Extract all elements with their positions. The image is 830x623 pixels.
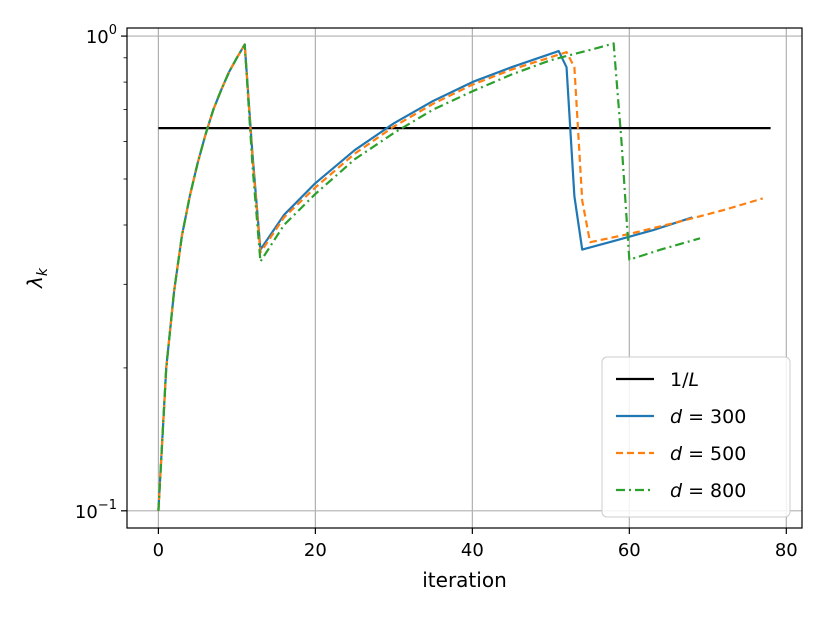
legend: 1/L d = 300 d = 500 d = 800 — [601, 356, 791, 518]
y-axis-label-symbol: λ — [23, 276, 47, 289]
legend-label-3: d = 800 — [670, 480, 746, 502]
y-tick-label: 10−1 — [75, 498, 117, 523]
y-tick-label: 100 — [86, 23, 117, 48]
x-tick-label: 60 — [618, 540, 641, 561]
series-line-3 — [157, 42, 701, 511]
x-tick-label: 40 — [461, 540, 484, 561]
x-tick-label: 80 — [775, 540, 798, 561]
legend-box — [601, 356, 791, 518]
x-tick-label: 20 — [304, 540, 327, 561]
series-line-2 — [157, 43, 764, 511]
x-axis-label: iteration — [422, 568, 507, 592]
legend-label-0: 1/L — [670, 369, 699, 391]
ticks: 0 20 40 60 80 10−1 100 — [75, 23, 798, 561]
y-axis-label-subscript: k — [35, 267, 51, 276]
y-axis-label: λk — [23, 267, 51, 289]
legend-label-2: d = 500 — [670, 443, 746, 465]
legend-label-1: d = 300 — [670, 406, 746, 428]
plot-frame — [126, 27, 803, 529]
grid — [127, 28, 802, 528]
svg-text:λk: λk — [23, 267, 51, 289]
series-group — [157, 42, 771, 511]
x-tick-label: 0 — [153, 540, 164, 561]
